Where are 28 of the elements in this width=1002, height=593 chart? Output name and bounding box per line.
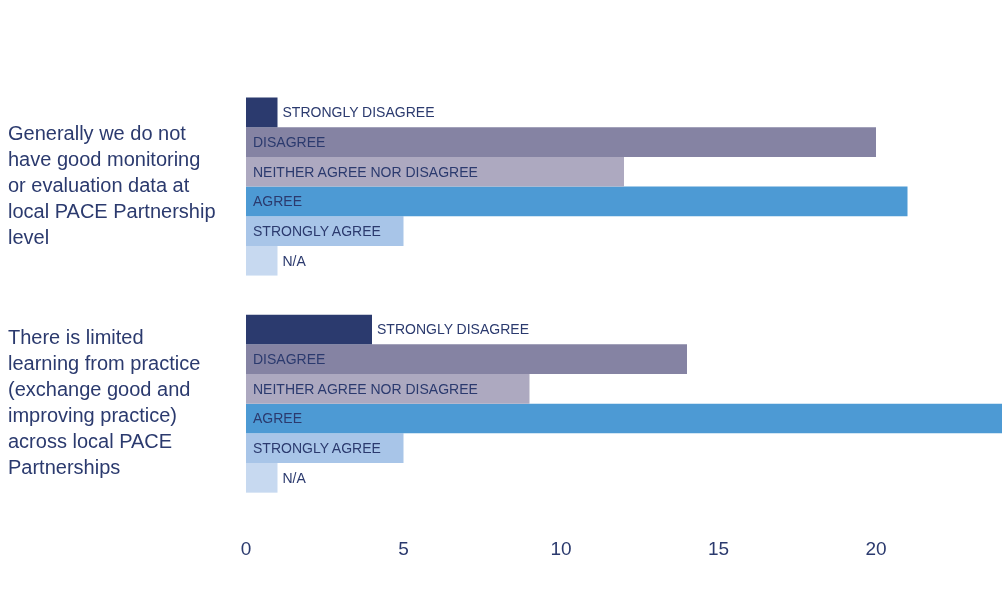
bar <box>246 344 687 374</box>
bar <box>246 97 278 128</box>
bar <box>246 156 624 187</box>
series-label: AGREE <box>253 193 303 210</box>
series-label: STRONGLY AGREE <box>253 222 381 239</box>
text: N/A <box>282 469 306 486</box>
bar <box>246 403 1002 434</box>
text: DISAGREE <box>253 133 326 150</box>
series-label: STRONGLY DISAGREE <box>282 104 435 121</box>
x-tick-label: 15 <box>707 537 730 559</box>
x-tick-label: 10 <box>550 537 572 559</box>
x-tick-label: 5 <box>398 537 409 559</box>
series-label: NEITHER AGREE NOR DISAGREE <box>253 163 478 180</box>
text: STRONGLY DISAGREE <box>377 321 529 338</box>
series-label: N/A <box>282 252 307 269</box>
series-label: DISAGREE <box>253 351 326 367</box>
y-tick-label: Generally we do not have good monitoring or evaluation data at local PACE Partnership level <box>8 122 216 249</box>
text: AGREE <box>253 410 303 427</box>
bar <box>246 462 278 493</box>
y-tick-label: There is limited learning from practice (exchange good and improving practice) across local PACE Partnerships <box>8 326 201 479</box>
x-tick-label: 0 <box>240 537 252 559</box>
text: STRONGLY AGREE <box>253 440 381 457</box>
bar <box>246 314 372 345</box>
bar <box>246 186 908 217</box>
x-tick-label: 20 <box>865 537 887 559</box>
text: NEITHER AGREE NOR DISAGREE <box>253 380 478 397</box>
bar <box>246 245 278 276</box>
bar <box>246 127 876 157</box>
